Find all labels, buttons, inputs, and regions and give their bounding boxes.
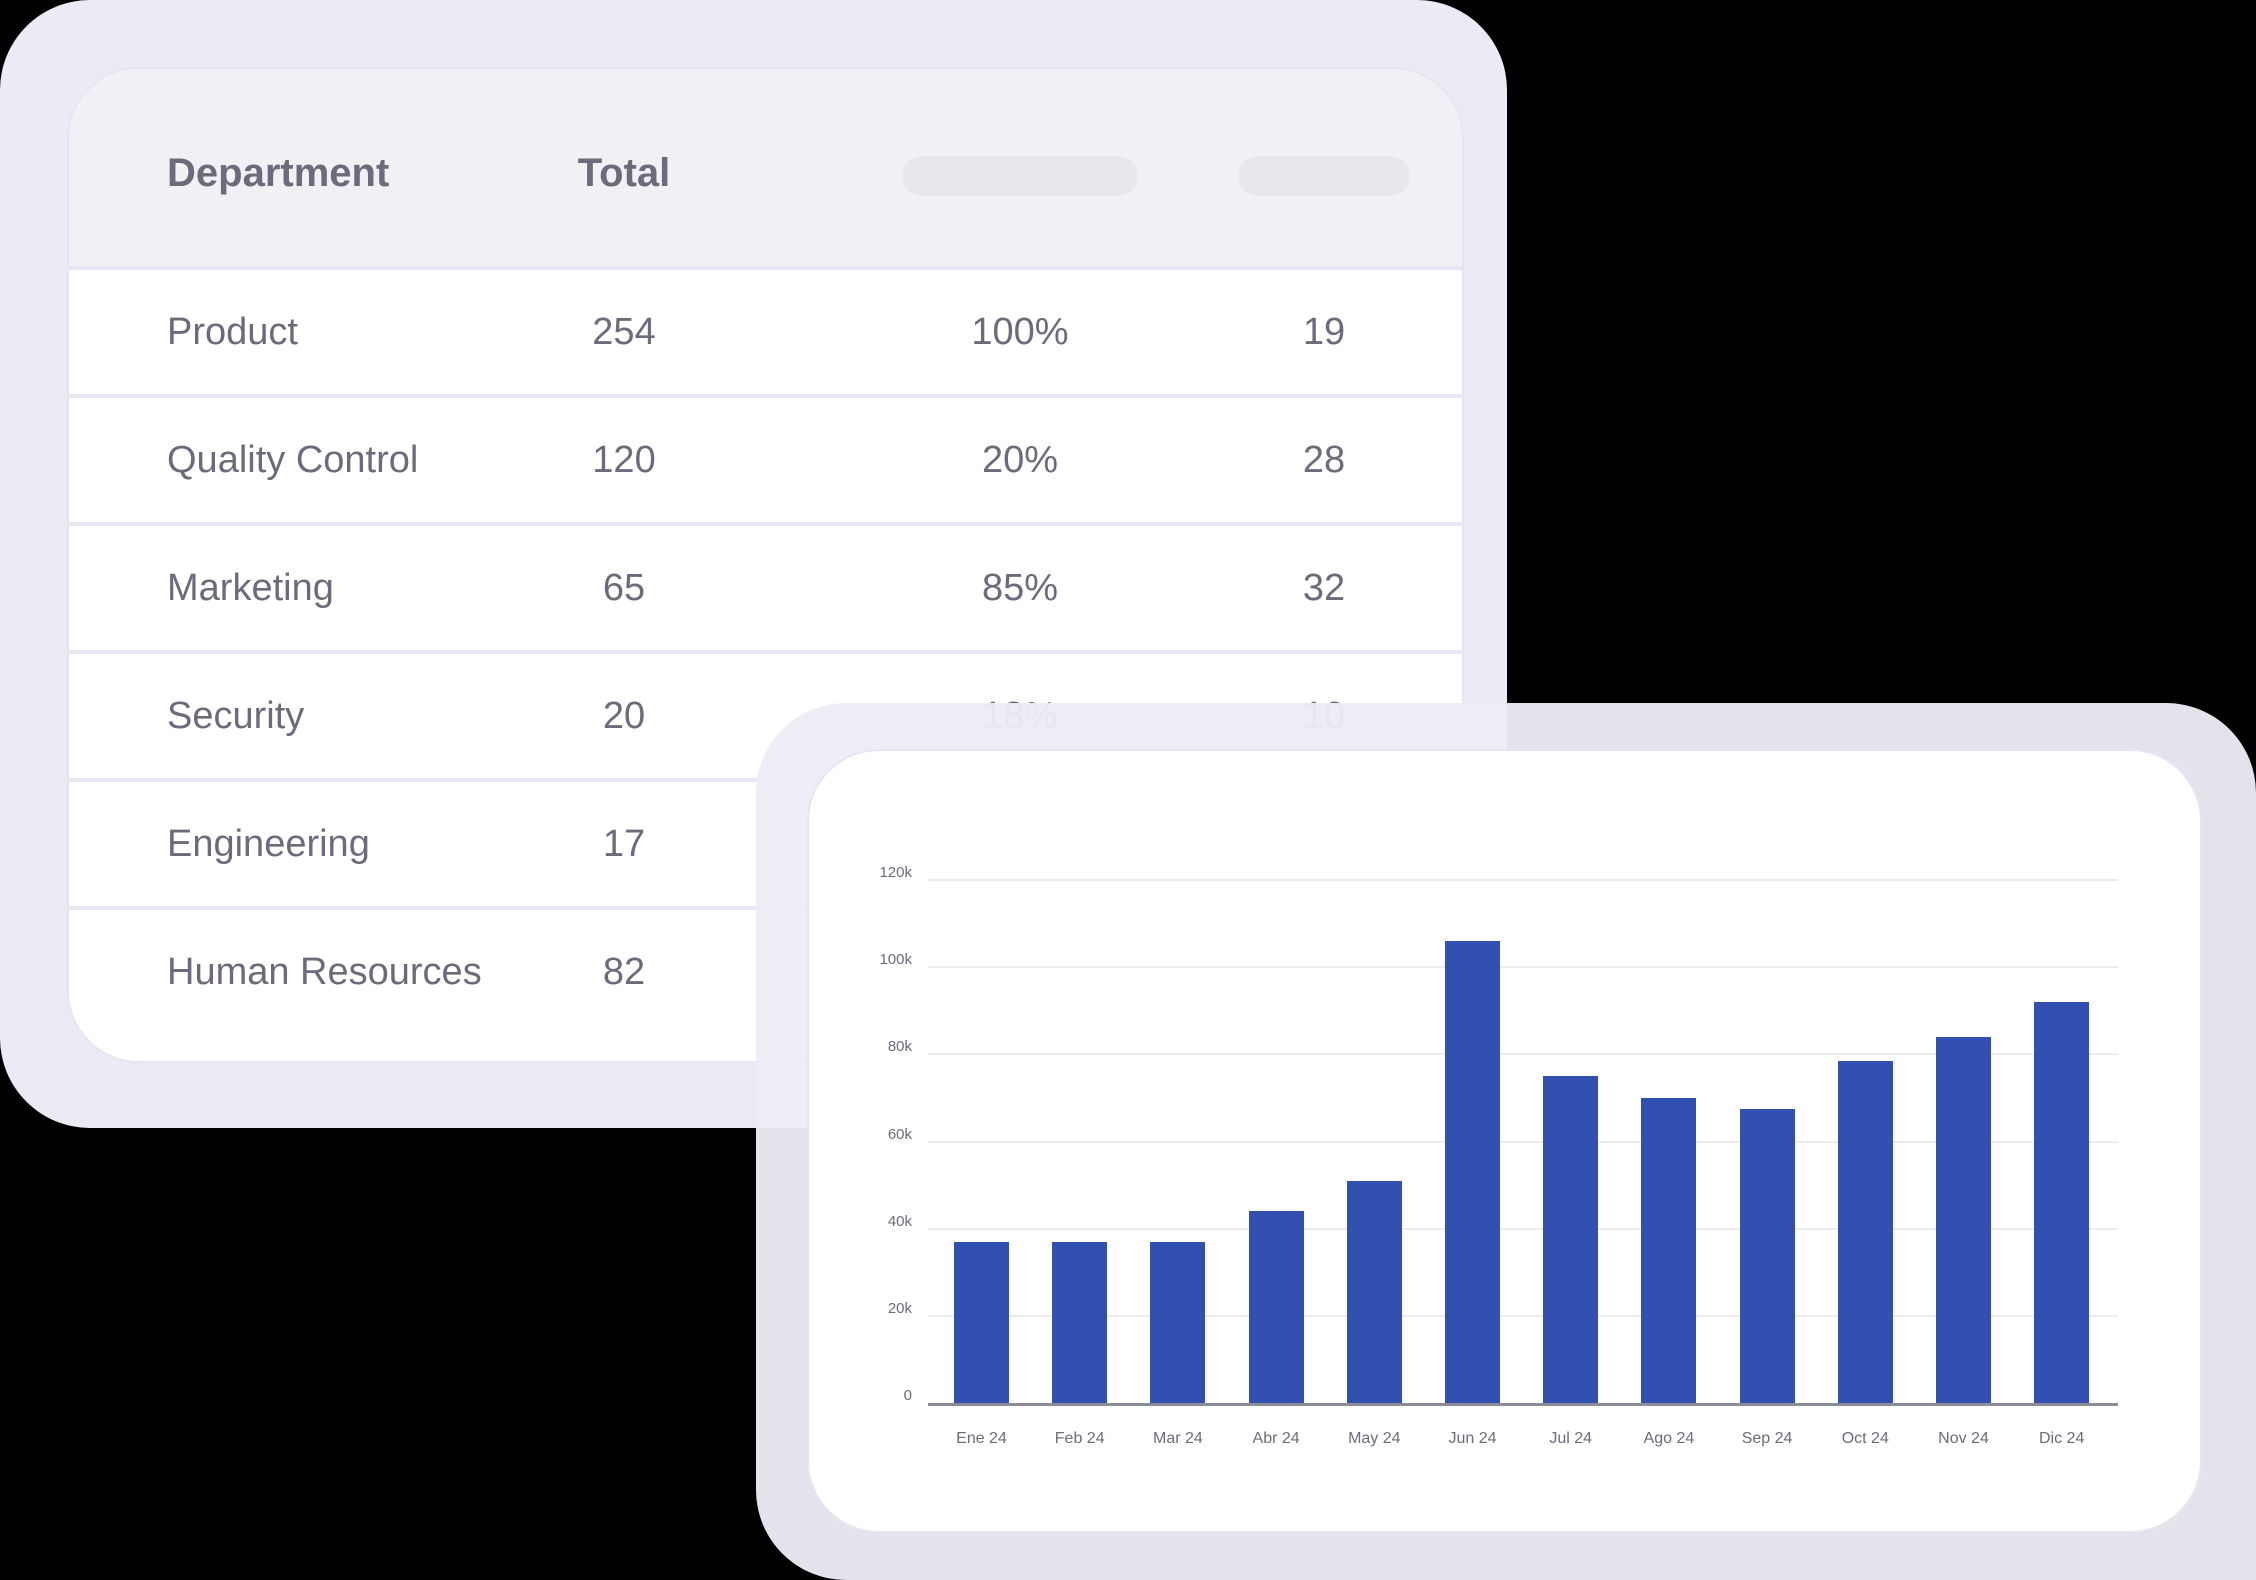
gridline bbox=[928, 1140, 2118, 1143]
bar-jun-24[interactable] bbox=[1445, 941, 1500, 1403]
gridline bbox=[928, 879, 2118, 881]
cell-department: Product bbox=[167, 311, 298, 353]
cell-total: 254 bbox=[592, 311, 656, 353]
cell-department: Human Resources bbox=[167, 951, 482, 993]
table-panel-frame: Department Total Product 254 100% 19 Quality… bbox=[0, 0, 1507, 1128]
x-axis-tick-label: Abr 24 bbox=[1252, 1430, 1300, 1447]
x-axis-tick-label: Dic 24 bbox=[2039, 1430, 2085, 1447]
cell-total: 17 bbox=[602, 823, 646, 865]
x-axis-tick-label: Oct 24 bbox=[1841, 1430, 1889, 1447]
bar-ago-24[interactable] bbox=[1641, 1097, 1697, 1403]
cell-total: 20 bbox=[602, 695, 646, 737]
y-axis-tick-label: 40k bbox=[887, 1212, 912, 1230]
cell-total: 82 bbox=[602, 951, 646, 993]
bar-oct-24[interactable] bbox=[1837, 1060, 1893, 1403]
cell-count: 19 bbox=[1302, 311, 1346, 353]
cell-percent: 100% bbox=[971, 311, 1069, 353]
cell-total: 65 bbox=[602, 567, 646, 609]
cell-department: Marketing bbox=[167, 567, 334, 609]
bar-feb-24[interactable] bbox=[1052, 1241, 1108, 1403]
bar-sep-24[interactable] bbox=[1739, 1108, 1795, 1403]
bar-chart-plot: 0 20k 40k 60k 80k 100k 120k Ene 24 Feb 24 Mar 24 A… bbox=[809, 751, 2200, 1531]
y-axis-tick-label: 120k bbox=[879, 864, 912, 881]
gridline bbox=[928, 1053, 2118, 1056]
cell-count: 32 bbox=[1302, 567, 1346, 609]
gridline bbox=[928, 966, 2118, 969]
cell-percent: 85% bbox=[981, 567, 1059, 609]
bar-chart-card: 0 20k 40k 60k 80k 100k 120k Ene 24 Feb 24 Mar 24 A… bbox=[807, 749, 2202, 1533]
y-axis-tick-label: 0 bbox=[903, 1387, 912, 1404]
cell-department: Quality Control bbox=[167, 439, 419, 481]
header-department[interactable]: Department bbox=[167, 151, 390, 195]
x-axis-tick-label: Jun 24 bbox=[1448, 1430, 1497, 1447]
x-axis-tick-label: Sep 24 bbox=[1741, 1430, 1793, 1447]
y-axis-tick-label: 100k bbox=[879, 951, 912, 969]
table-row[interactable]: Human Resources 82 bbox=[69, 910, 1462, 1038]
bar-jul-24[interactable] bbox=[1543, 1076, 1599, 1403]
gridline bbox=[928, 1314, 2118, 1317]
header-placeholder-pill-1 bbox=[902, 156, 1138, 196]
y-axis-tick-label: 20k bbox=[887, 1299, 912, 1317]
y-axis-tick-label: 60k bbox=[887, 1125, 912, 1143]
table-row[interactable]: Marketing 65 85% 32 bbox=[69, 526, 1462, 654]
x-axis-tick-label: Feb 24 bbox=[1054, 1430, 1105, 1447]
bar-mar-24[interactable] bbox=[1150, 1241, 1206, 1403]
x-axis-tick-label: Ago 24 bbox=[1643, 1430, 1695, 1447]
table-header: Department Total bbox=[69, 69, 1462, 270]
bar-dic-24[interactable] bbox=[2034, 1002, 2090, 1403]
x-axis-line bbox=[928, 1403, 2118, 1406]
cell-department: Engineering bbox=[167, 823, 370, 865]
bar-may-24[interactable] bbox=[1346, 1180, 1402, 1403]
x-axis-tick-label: May 24 bbox=[1348, 1430, 1401, 1447]
bar-ene-24[interactable] bbox=[954, 1241, 1009, 1403]
cell-total: 120 bbox=[592, 439, 656, 481]
x-axis-tick-label: Jul 24 bbox=[1549, 1430, 1593, 1447]
x-axis-tick-label: Nov 24 bbox=[1938, 1430, 1989, 1447]
header-placeholder-pill-2 bbox=[1238, 156, 1410, 196]
gridline bbox=[928, 1227, 2118, 1230]
header-total[interactable]: Total bbox=[577, 151, 671, 195]
bar-abr-24[interactable] bbox=[1248, 1211, 1304, 1403]
cell-percent: 20% bbox=[981, 439, 1059, 481]
x-axis-tick-label: Ene 24 bbox=[956, 1430, 1007, 1447]
table-row[interactable]: Quality Control 120 20% 28 bbox=[69, 398, 1462, 526]
x-axis-tick-label: Mar 24 bbox=[1152, 1430, 1203, 1447]
cell-count: 28 bbox=[1302, 439, 1346, 481]
y-axis-tick-label: 80k bbox=[887, 1038, 912, 1056]
department-table: Department Total Product 254 100% 19 Quality… bbox=[67, 67, 1464, 1063]
table-row[interactable]: Product 254 100% 19 bbox=[69, 270, 1462, 398]
bar-nov-24[interactable] bbox=[1936, 1036, 1991, 1403]
cell-department: Security bbox=[167, 695, 305, 737]
